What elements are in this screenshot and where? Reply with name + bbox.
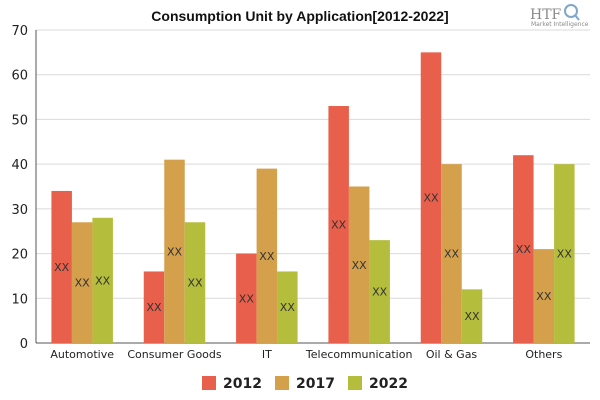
legend-swatch (275, 376, 289, 390)
x-tick-label: Consumer Goods (127, 348, 222, 361)
bar-2022 (277, 271, 298, 343)
axes: 0 10 20 30 40 50 60 70 Automotive Consumer Goods I… (11, 24, 590, 361)
legend-swatch (348, 376, 362, 390)
bar-2017 (71, 222, 93, 343)
legend: 2012 2017 2022 (202, 376, 408, 392)
legend-swatch (202, 376, 216, 390)
data-label: XX (146, 301, 162, 314)
data-label: XX (464, 310, 480, 323)
x-tick-label: Automotive (50, 348, 114, 361)
bar-2022 (369, 240, 390, 343)
bar-2017 (164, 159, 185, 343)
y-tick-label: 50 (11, 113, 28, 128)
data-label: XX (423, 192, 439, 205)
bar-2022 (461, 289, 483, 343)
x-tick-label: Others (525, 348, 562, 361)
bar-2012 (236, 253, 257, 343)
y-tick-label: 10 (11, 292, 28, 307)
bar-2012 (328, 106, 349, 343)
bar-2017 (533, 249, 555, 343)
legend-label: 2022 (369, 376, 408, 392)
y-tick-label: 30 (11, 203, 28, 218)
htf-logo: HTF Market Intelligence (530, 4, 589, 28)
logo-text: HTF (530, 7, 562, 23)
bar-2017 (348, 186, 370, 343)
data-label: XX (187, 277, 203, 290)
logo-handle (574, 14, 580, 21)
logo-subtitle: Market Intelligence (531, 21, 589, 28)
y-tick-label: 40 (11, 158, 28, 173)
bar-2022 (554, 164, 575, 343)
legend-label: 2012 (223, 376, 262, 392)
data-label: XX (536, 290, 552, 303)
data-label: XX (259, 250, 275, 263)
data-label: XX (444, 248, 460, 261)
data-label: XX (239, 292, 255, 305)
data-label: XX (557, 248, 573, 261)
data-label: XX (352, 259, 368, 272)
data-labels: XX XX XX XX XX XX XX XX XX XX XX XX XX XX XX XX XX XX (54, 192, 572, 323)
x-tick-label: Oil & Gas (426, 348, 478, 361)
bars (51, 52, 575, 343)
data-label: XX (75, 277, 91, 290)
bar-2022 (184, 222, 206, 343)
data-label: XX (331, 219, 347, 232)
bar-2012 (513, 155, 534, 343)
data-label: XX (95, 274, 111, 287)
bar-2022 (92, 217, 113, 343)
bar-2017 (256, 168, 278, 343)
y-tick-label: 0 (20, 337, 28, 352)
y-tick-label: 20 (11, 248, 28, 263)
data-label: XX (280, 301, 296, 314)
data-label: XX (167, 245, 183, 258)
x-tick-label: Telecommunication (305, 348, 413, 361)
data-label: XX (516, 243, 532, 256)
data-label: XX (372, 286, 388, 299)
y-tick-label: 60 (11, 69, 28, 84)
bar-2017 (441, 164, 462, 343)
y-tick-label: 70 (11, 24, 28, 39)
bar-2012 (143, 271, 165, 343)
data-label: XX (54, 261, 70, 274)
legend-label: 2017 (296, 376, 335, 392)
bar-2012 (51, 190, 72, 343)
gridlines (36, 29, 590, 299)
x-tick-label: IT (262, 348, 272, 361)
logo-globe-icon (564, 4, 578, 18)
bar-2012 (420, 52, 442, 343)
chart-title: Consumption Unit by Application[2012-202… (151, 8, 448, 24)
